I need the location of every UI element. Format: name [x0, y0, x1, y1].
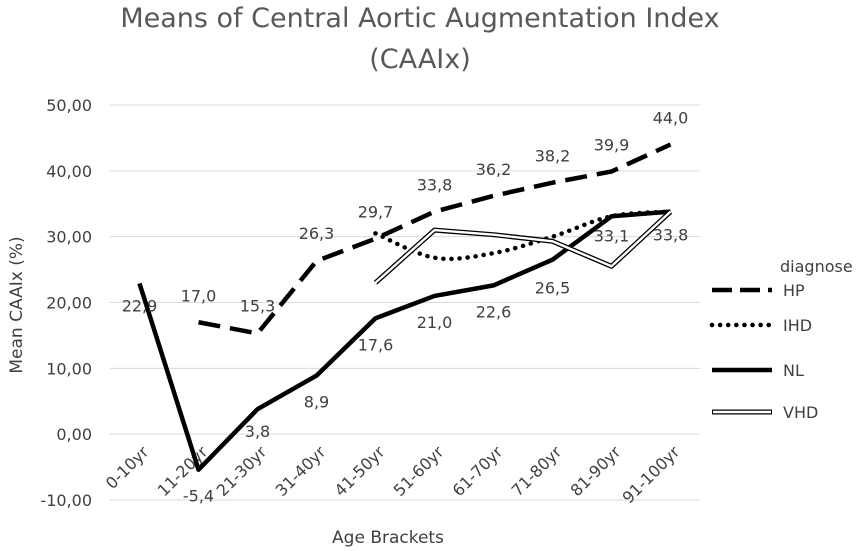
legend-item-ihd: IHD [709, 316, 812, 335]
y-axis-ticks: -10,00 0,00 10,00 20,00 30,00 40,00 50,00 [40, 96, 92, 510]
legend-item-hp: HP [712, 281, 805, 300]
data-label-hp: 38,2 [535, 147, 571, 166]
y-tick-label: 20,00 [46, 294, 92, 313]
y-tick-label: 0,00 [56, 425, 92, 444]
data-label-hp: 29,7 [358, 203, 394, 222]
gridlines [110, 104, 700, 501]
data-label-hp: 26,3 [299, 224, 335, 243]
legend: diagnose HP IHD NL VHD [709, 257, 853, 422]
y-axis-label: Mean CAAIx (%) [7, 236, 27, 373]
legend-label: VHD [783, 403, 818, 422]
data-label-nl: 3,8 [245, 422, 270, 441]
chart-title-line-2: (CAAIx) [369, 44, 471, 75]
legend-item-nl: NL [712, 361, 804, 380]
series-lines [137, 142, 673, 472]
data-label-nl: 22,9 [122, 296, 158, 315]
series-line-nl [137, 209, 671, 472]
y-tick-label: -10,00 [40, 491, 92, 510]
data-label-hp: 39,9 [594, 135, 630, 154]
data-label-hp: 33,8 [417, 176, 453, 195]
chart-title-line-1: Means of Central Aortic Augmentation Ind… [120, 3, 719, 34]
data-label-nl: -5,4 [183, 487, 214, 506]
data-label-nl: 8,9 [304, 393, 329, 412]
data-label-nl: 21,0 [417, 313, 453, 332]
data-label-hp: 44,0 [653, 109, 689, 128]
legend-label: IHD [783, 316, 812, 335]
data-label-nl: 26,5 [535, 279, 571, 298]
y-tick-label: 10,00 [46, 359, 92, 378]
y-tick-label: 30,00 [46, 228, 92, 247]
data-label-hp: 15,3 [240, 296, 276, 315]
data-label-nl: 22,6 [476, 302, 512, 321]
series-line-vhd-inner [374, 210, 672, 284]
legend-label: NL [783, 361, 804, 380]
legend-item-vhd: VHD [712, 403, 818, 422]
y-tick-label: 50,00 [46, 96, 92, 115]
x-axis-label: Age Brackets [332, 528, 444, 548]
data-label-nl: 33,1 [594, 226, 630, 245]
legend-title: diagnose [780, 257, 853, 276]
legend-label: HP [783, 281, 805, 300]
legend-items: HP IHD NL VHD [709, 281, 818, 422]
data-label-hp: 36,2 [476, 160, 512, 179]
y-tick-label: 40,00 [46, 162, 92, 181]
data-labels: 17,0 15,3 26,3 29,7 33,8 36,2 38,2 39,9 44,0 22,9… [122, 109, 689, 506]
data-label-nl: 17,6 [358, 335, 394, 354]
data-label-nl: 33,8 [653, 226, 689, 245]
data-label-hp: 17,0 [181, 286, 217, 305]
